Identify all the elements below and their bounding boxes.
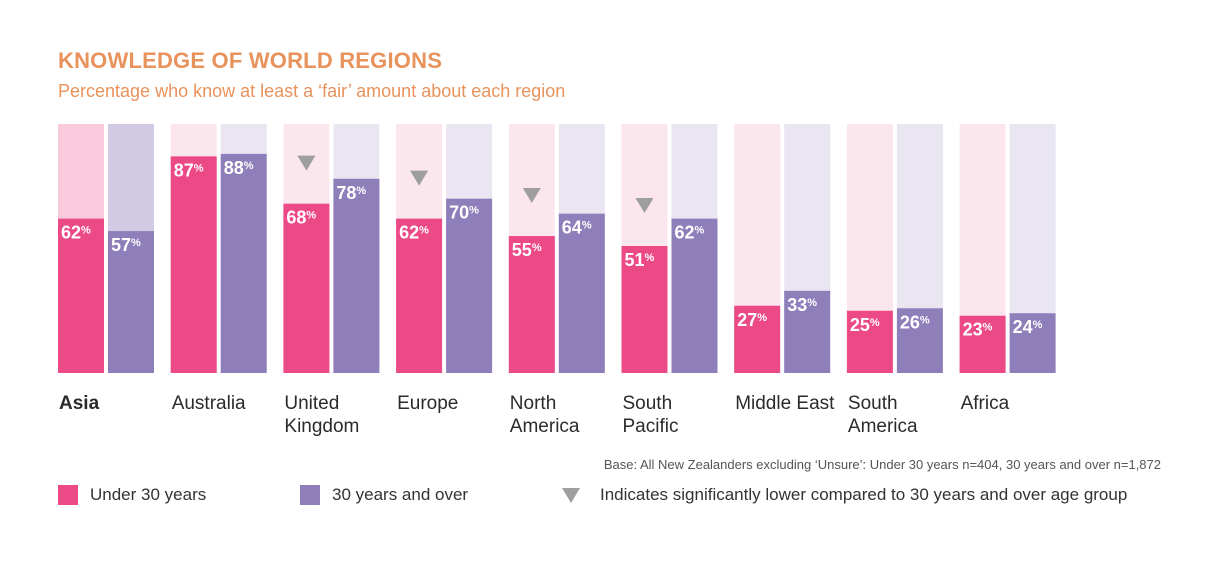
legend-label-marker: Indicates significantly lower compared t…	[600, 485, 1128, 504]
bar-asia-under30	[58, 218, 104, 373]
bar-south-pacific-over30	[671, 218, 718, 373]
category-label-europe: Europe	[397, 393, 459, 414]
bar-europe-over30	[446, 198, 493, 373]
bar-united-kingdom-over30	[333, 178, 380, 373]
legend-swatch-under30	[58, 485, 78, 505]
base-note: Base: All New Zealanders excluding ‘Unsu…	[603, 457, 1161, 472]
data-label-north-america-over30: 64%	[562, 218, 592, 238]
data-label-south-pacific-over30: 62%	[675, 223, 705, 243]
bar-north-america-under30	[508, 236, 555, 373]
data-label-asia-under30: 62%	[61, 223, 91, 243]
legend-label-under30: Under 30 years	[90, 485, 207, 504]
category-label-africa: Africa	[960, 393, 1010, 414]
data-label-south-america-over30: 26%	[900, 312, 930, 332]
bar-north-america-over30	[558, 213, 605, 373]
legend-label-over30: 30 years and over	[332, 485, 469, 504]
data-label-africa-under30: 23%	[963, 320, 993, 340]
data-label-middle-east-under30: 27%	[737, 310, 767, 330]
bar-united-kingdom-under30	[283, 203, 330, 373]
chart-subtitle: Percentage who know at least a ‘fair’ am…	[58, 81, 566, 101]
data-label-europe-over30: 70%	[449, 203, 479, 223]
data-label-north-america-under30: 55%	[512, 240, 542, 260]
data-label-middle-east-over30: 33%	[787, 295, 817, 315]
category-label-south-pacific: South Pacific	[622, 393, 679, 437]
bar-middle-east-under30	[734, 305, 781, 373]
bar-africa-over30	[1009, 313, 1056, 373]
data-label-europe-under30: 62%	[399, 223, 429, 243]
data-label-australia-under30: 87%	[174, 160, 204, 180]
chart-title: KNOWLEDGE OF WORLD REGIONS	[58, 48, 443, 73]
significance-marker-united-kingdom	[297, 155, 316, 171]
data-label-south-pacific-under30: 51%	[625, 250, 655, 270]
legend-marker: Indicates significantly lower compared t…	[562, 485, 1127, 505]
significance-marker-north-america	[522, 188, 541, 204]
legend-over30: 30 years and over	[300, 485, 468, 505]
category-label-middle-east: Middle East	[735, 393, 835, 414]
bar-asia-over30	[108, 231, 154, 373]
down-triangle-icon	[562, 487, 580, 503]
category-label-united-kingdom: United Kingdom	[284, 393, 360, 437]
data-label-united-kingdom-under30: 68%	[286, 208, 316, 228]
legend-swatch-over30	[300, 485, 320, 505]
bar-australia-under30	[170, 156, 217, 373]
bar-chart: 62% 57% 87% 88% 68% 78% 62% 70% 55% 64% 51% 62% 27% 3…	[58, 124, 1056, 373]
category-label-australia: Australia	[171, 393, 246, 414]
bar-south-america-over30	[896, 308, 943, 373]
data-label-asia-over30: 57%	[111, 235, 141, 255]
data-label-south-america-under30: 25%	[850, 315, 880, 335]
bar-south-pacific-under30	[621, 246, 668, 373]
bar-australia-over30	[220, 153, 267, 373]
category-label-asia: Asia	[59, 393, 100, 414]
data-label-africa-over30: 24%	[1013, 317, 1043, 337]
data-label-united-kingdom-over30: 78%	[336, 183, 366, 203]
bar-europe-under30	[396, 218, 443, 373]
data-label-australia-over30: 88%	[224, 158, 254, 178]
category-label-north-america: North America	[509, 393, 580, 437]
bar-middle-east-over30	[784, 290, 831, 373]
legend-under30: Under 30 years	[58, 485, 206, 505]
bar-south-america-under30	[846, 310, 893, 373]
bar-africa-under30	[959, 315, 1006, 373]
significance-marker-south-pacific	[635, 198, 654, 214]
category-label-south-america: South America	[847, 393, 918, 437]
significance-marker-europe	[410, 170, 429, 186]
